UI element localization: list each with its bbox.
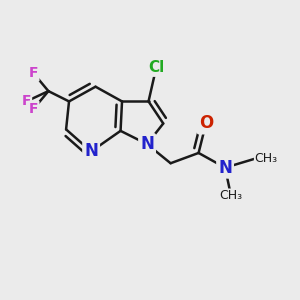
Text: N: N — [218, 159, 232, 177]
Text: CH₃: CH₃ — [254, 152, 278, 165]
Text: F: F — [29, 102, 38, 116]
Text: Cl: Cl — [148, 60, 164, 75]
Text: F: F — [22, 94, 31, 108]
Text: N: N — [84, 142, 98, 160]
Text: O: O — [199, 115, 213, 133]
Text: F: F — [29, 66, 38, 80]
Text: N: N — [140, 135, 154, 153]
Text: CH₃: CH₃ — [219, 189, 242, 202]
